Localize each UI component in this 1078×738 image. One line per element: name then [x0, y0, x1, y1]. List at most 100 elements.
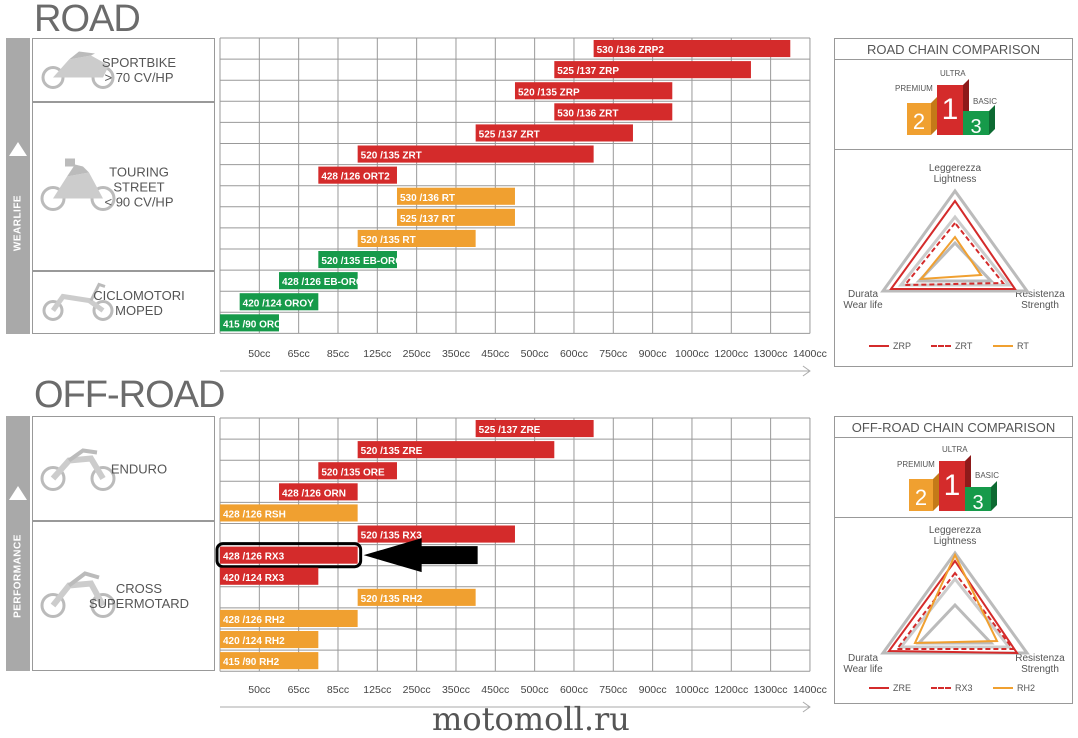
- category-label: SPORTBIKE > 70 CV/HP: [101, 55, 177, 85]
- x-tick-label: 85cc: [327, 348, 349, 360]
- offroad-chart: 525 /137 ZRE 520 /135 ZRE 520 /135 ORE 428 …: [215, 417, 827, 713]
- x-tick-label: 1000cc: [675, 348, 709, 360]
- chain-bar: [396, 187, 515, 205]
- category-cross: CROSS SUPERMOTARD: [32, 521, 215, 671]
- category-label: CICLOMOTORI MOPED: [93, 287, 185, 318]
- rank-ultra-label: ULTRA: [940, 69, 966, 78]
- bar-label: 428 /126 ORT2: [321, 172, 390, 183]
- x-tick-label: 500cc: [521, 348, 549, 360]
- bar-label: 415 /90 ORO: [223, 319, 282, 330]
- chain-bar: [357, 441, 555, 459]
- category-label: CROSS SUPERMOTARD: [88, 581, 190, 611]
- chain-bar: [554, 103, 673, 121]
- legend-rx3: RX3: [931, 683, 973, 693]
- category-touring: TOURING STREET < 90 CV/HP: [32, 102, 215, 271]
- x-tick-label: 500cc: [521, 684, 549, 696]
- x-tick-label: 1300cc: [754, 684, 788, 696]
- chain-bar: [554, 61, 751, 79]
- axis-arrow-icon: [802, 701, 811, 713]
- legend-rh2: RH2: [993, 683, 1035, 693]
- category-label: ENDURO: [110, 461, 168, 476]
- bar-label: 420 /124 OROY: [243, 298, 314, 309]
- x-tick-label: 900cc: [639, 684, 667, 696]
- bar-label: 420 /124 RH2: [223, 636, 285, 647]
- chain-bar: [357, 229, 476, 247]
- x-tick-label: 1300cc: [754, 348, 788, 360]
- x-tick-label: 750cc: [599, 684, 627, 696]
- radar-top-label: Leggerezza Lightness: [928, 525, 982, 547]
- x-tick-label: 1200cc: [714, 348, 748, 360]
- rank-premium-label: PREMIUM: [897, 460, 935, 469]
- rank-premium-label: PREMIUM: [895, 84, 933, 93]
- bar-label: 520 /135 ZRP: [518, 87, 580, 98]
- moped-icon: [39, 278, 119, 327]
- arrow-up-icon: [9, 486, 27, 500]
- radar-right-label: Resistenza Strength: [1015, 653, 1065, 675]
- road-chart: 530 /136 ZRP2 525 /137 ZRP 520 /135 ZRP 530…: [219, 37, 827, 377]
- chain-bar: [514, 82, 673, 100]
- bar-label: 520 /135 RT: [361, 235, 416, 246]
- offroad-radar-chart: [880, 550, 1030, 655]
- x-tick-label: 450cc: [481, 348, 509, 360]
- chain-bar: [278, 272, 358, 290]
- bar-label: 525 /137 ZRT: [479, 130, 540, 141]
- bar-label: 420 /124 RX3: [223, 573, 285, 584]
- bar-label: 530 /136 ZRT: [557, 108, 618, 119]
- x-tick-label: 65cc: [288, 684, 310, 696]
- category-label: TOURING STREET < 90 CV/HP: [104, 164, 174, 209]
- legend-zre: ZRE: [869, 683, 911, 693]
- bar-label: 520 /135 RX3: [361, 531, 423, 542]
- legend-zrp: ZRP: [869, 341, 911, 351]
- road-comparison-title: ROAD CHAIN COMPARISON: [866, 42, 1041, 57]
- offroad-sidebar: PERFORMANCE: [6, 416, 30, 671]
- chain-bar: [239, 293, 319, 311]
- x-tick-label: 1000cc: [675, 684, 709, 696]
- offroad-title: OFF-ROAD: [34, 374, 225, 416]
- chain-bar: [318, 251, 397, 269]
- category-enduro: ENDURO: [32, 416, 215, 521]
- rank-basic-label: BASIC: [973, 97, 998, 106]
- road-title: ROAD: [34, 0, 141, 40]
- rank-ultra-label: ULTRA: [942, 445, 968, 454]
- legend-rt: RT: [993, 341, 1029, 351]
- x-tick-label: 900cc: [639, 348, 667, 360]
- watermark: motomoll.ru: [432, 700, 630, 738]
- rank-2-number: 2: [915, 485, 927, 510]
- bar-label: 530 /136 RT: [400, 193, 455, 204]
- bar-label: 415 /90 RH2: [223, 657, 280, 668]
- bar-label: 520 /135 ZRT: [361, 151, 422, 162]
- radar-right-label: Resistenza Strength: [1015, 289, 1065, 311]
- offroad-comparison-panel: OFF-ROAD CHAIN COMPARISON ULTRA PREMIUM …: [834, 416, 1073, 704]
- x-tick-label: 50cc: [248, 684, 270, 696]
- rank-1-number: 1: [942, 93, 959, 126]
- bar-label: 525 /137 RT: [400, 214, 455, 225]
- bar-label: 428 /126 EB-ORO: [282, 277, 364, 288]
- bar-label: 525 /137 ZRE: [479, 425, 541, 436]
- chain-bar: [396, 208, 515, 226]
- sportbike-icon: [39, 46, 119, 95]
- chain-bar: [220, 609, 358, 627]
- rank-3-number: 3: [970, 116, 981, 138]
- x-tick-label: 350cc: [442, 684, 470, 696]
- radar-left-label: Durata Wear life: [843, 289, 883, 311]
- x-tick-label: 1400cc: [793, 348, 827, 360]
- highlight-outline: [215, 542, 363, 569]
- chain-bar: [220, 631, 319, 649]
- bar-label: 520 /135 RH2: [361, 594, 423, 605]
- chain-bar: [357, 588, 476, 606]
- x-tick-label: 250cc: [403, 684, 431, 696]
- x-tick-label: 250cc: [403, 348, 431, 360]
- x-tick-label: 750cc: [599, 348, 627, 360]
- rank-basic-label: BASIC: [975, 471, 1000, 480]
- chain-bar: [220, 546, 358, 564]
- category-moped: CICLOMOTORI MOPED: [32, 271, 215, 334]
- rank-1-number: 1: [944, 469, 961, 502]
- bar-label: 520 /135 EB-ORO: [321, 256, 403, 267]
- cross-motorcycle-icon: [39, 566, 119, 627]
- chain-bar: [220, 504, 358, 522]
- chain-bar: [357, 525, 515, 543]
- x-tick-label: 1200cc: [714, 684, 748, 696]
- rank-2-number: 2: [913, 109, 925, 134]
- x-tick-label: 50cc: [248, 348, 270, 360]
- bar-label: 428 /126 RH2: [223, 615, 285, 626]
